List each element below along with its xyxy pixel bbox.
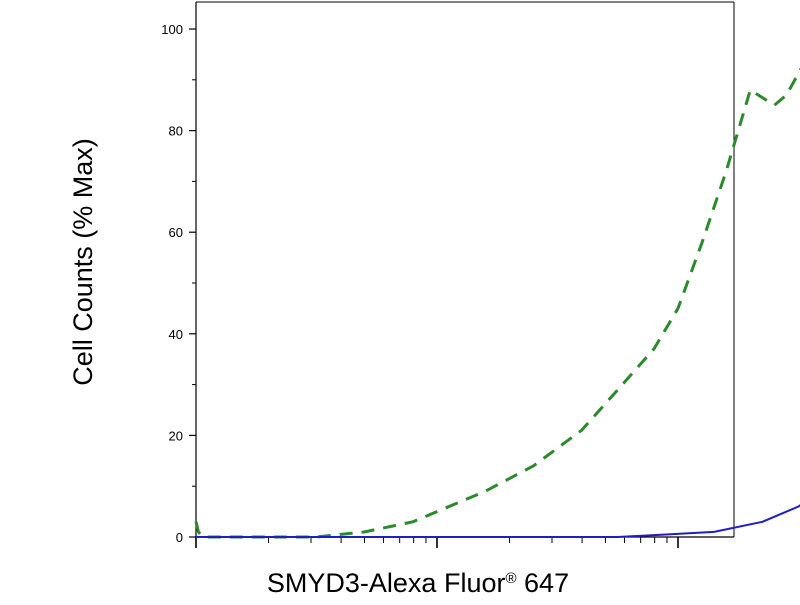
- y-axis-title: Cell Counts (% Max): [68, 138, 98, 386]
- x-axis-title: SMYD3-Alexa Fluor® 647: [267, 568, 569, 598]
- y-tick-label: 80: [169, 124, 183, 139]
- y-tick-label: 0: [176, 530, 183, 545]
- series-layer: [194, 67, 800, 539]
- y-tick-label: 100: [161, 22, 183, 37]
- x-axis-title-tail: 647: [517, 568, 570, 598]
- y-tick-label: 40: [169, 327, 183, 342]
- y-tick-label: 20: [169, 428, 183, 443]
- y-tick-label: 60: [169, 225, 183, 240]
- y-axis: 0 20 40 60 80 100: [161, 22, 196, 545]
- smyd3-stained-curve: [196, 504, 800, 538]
- x-axis-title-main: SMYD3-Alexa Fluor: [267, 568, 506, 598]
- registered-mark: ®: [505, 570, 516, 587]
